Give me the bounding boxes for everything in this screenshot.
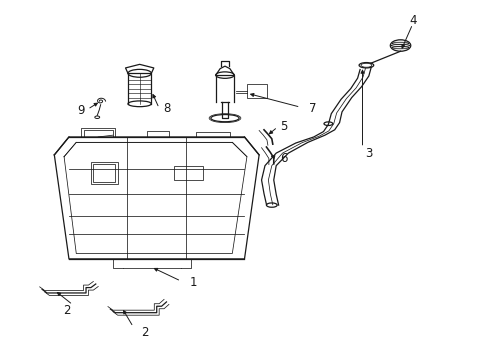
Bar bbox=[173, 166, 203, 180]
Bar bbox=[93, 164, 115, 182]
Text: 1: 1 bbox=[189, 276, 197, 289]
Text: 6: 6 bbox=[279, 152, 286, 165]
Ellipse shape bbox=[389, 40, 410, 51]
Bar bbox=[246, 84, 267, 98]
Text: 3: 3 bbox=[365, 147, 372, 159]
Text: 8: 8 bbox=[163, 102, 170, 115]
Text: 7: 7 bbox=[308, 102, 316, 115]
Bar bbox=[91, 162, 118, 184]
Text: 5: 5 bbox=[279, 120, 286, 133]
Text: 9: 9 bbox=[77, 104, 85, 117]
Text: 2: 2 bbox=[62, 305, 70, 318]
Text: 2: 2 bbox=[141, 326, 148, 339]
Text: 4: 4 bbox=[408, 14, 416, 27]
